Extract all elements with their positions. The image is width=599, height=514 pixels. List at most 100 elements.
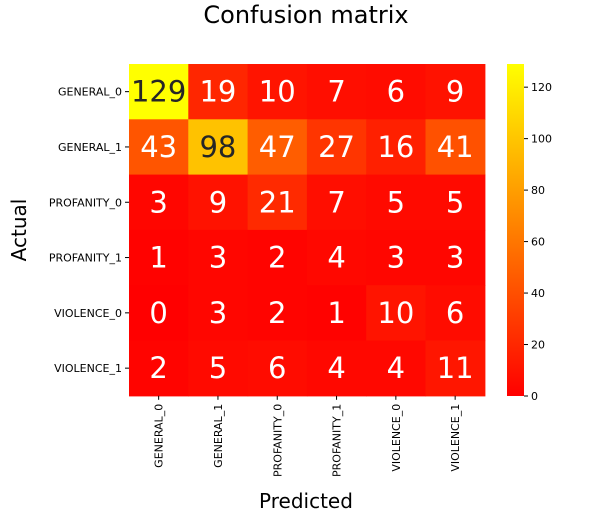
heatmap-cell xyxy=(129,285,189,342)
x-tick-label: PROFANITY_0 xyxy=(271,404,284,477)
heatmap-cell xyxy=(247,229,308,286)
cell-value-label: 7 xyxy=(327,75,345,109)
heatmap-cell xyxy=(306,229,367,286)
cell-value-label: 9 xyxy=(446,75,464,109)
colorbar: 0 20 40 60 80 100 120 xyxy=(507,64,552,403)
cell-value-label: 11 xyxy=(437,351,474,385)
heatmap-cell xyxy=(306,285,367,342)
x-tick-label: VIOLENCE_0 xyxy=(390,404,403,472)
heatmap-cell xyxy=(129,174,189,231)
colorbar-tick-label: 80 xyxy=(531,184,545,197)
cell-value-label: 3 xyxy=(387,241,405,275)
y-tick-label: GENERAL_1 xyxy=(58,141,122,154)
heatmap-cell xyxy=(366,119,427,176)
heatmap-cell xyxy=(129,64,189,120)
cell-value-label: 5 xyxy=(209,351,227,385)
colorbar-tick-label: 120 xyxy=(531,81,552,94)
cell-value-label: 41 xyxy=(437,130,474,164)
y-tick-label: VIOLENCE_1 xyxy=(54,362,122,375)
cell-value-label: 2 xyxy=(149,351,167,385)
cell-value-label: 4 xyxy=(327,241,345,275)
x-tick-label: GENERAL_1 xyxy=(212,404,225,468)
colorbar-tick-label: 100 xyxy=(531,133,552,146)
cell-value-label: 3 xyxy=(446,241,464,275)
heatmap-cell xyxy=(306,340,367,397)
cell-value-label: 5 xyxy=(387,185,405,219)
y-tick-label: GENERAL_0 xyxy=(58,86,122,99)
cell-value-label: 3 xyxy=(149,185,167,219)
heatmap-cell xyxy=(247,119,308,176)
colorbar-tick-label: 40 xyxy=(531,287,545,300)
cell-value-label: 6 xyxy=(387,75,405,109)
x-tick-label: GENERAL_0 xyxy=(153,404,166,468)
heatmap-cell xyxy=(188,285,249,342)
cell-value-label: 9 xyxy=(209,185,227,219)
cell-value-label: 3 xyxy=(209,241,227,275)
cell-value-label: 1 xyxy=(149,241,167,275)
heatmap-cell xyxy=(425,119,486,176)
cell-value-label: 16 xyxy=(377,130,414,164)
colorbar-tick-label: 60 xyxy=(531,236,545,249)
colorbar-tick-label: 0 xyxy=(531,390,538,403)
heatmap-cell xyxy=(425,174,486,231)
heatmap-cell xyxy=(306,64,367,120)
colorbar-tick-label: 20 xyxy=(531,339,545,352)
cell-value-label: 10 xyxy=(377,296,414,330)
x-tick-label: PROFANITY_1 xyxy=(331,404,344,477)
cell-value-label: 1 xyxy=(327,296,345,330)
y-tick-label: PROFANITY_0 xyxy=(49,196,122,209)
heatmap-cell xyxy=(366,285,427,342)
x-axis-label: Predicted xyxy=(259,489,353,513)
cell-value-label: 2 xyxy=(268,241,286,275)
y-tick-label: VIOLENCE_0 xyxy=(54,307,122,320)
heatmap-cell xyxy=(247,64,308,120)
cell-value-label: 5 xyxy=(446,185,464,219)
heatmap-cell xyxy=(129,340,189,397)
y-axis-label: Actual xyxy=(7,199,31,262)
y-tick-label: PROFANITY_1 xyxy=(49,252,122,265)
heatmap-cell xyxy=(188,229,249,286)
heatmap-cell xyxy=(188,174,249,231)
cell-value-label: 6 xyxy=(446,296,464,330)
colorbar-gradient xyxy=(507,64,524,396)
cell-value-label: 21 xyxy=(259,185,296,219)
cell-value-label: 3 xyxy=(209,296,227,330)
cell-value-label: 27 xyxy=(318,130,355,164)
heatmap-cell xyxy=(425,64,486,120)
cell-value-label: 4 xyxy=(327,351,345,385)
cell-value-label: 19 xyxy=(199,75,236,109)
heatmap-cell xyxy=(129,229,189,286)
cell-value-label: 98 xyxy=(199,130,236,164)
heatmap-cell xyxy=(425,229,486,286)
heatmap-cell xyxy=(247,174,308,231)
heatmap-cell xyxy=(188,340,249,397)
y-tick-labels: GENERAL_0 GENERAL_1 PROFANITY_0 PROFANITY_1… xyxy=(49,86,129,375)
cell-value-label: 6 xyxy=(268,351,286,385)
heatmap-cell xyxy=(247,340,308,397)
heatmap-cell xyxy=(366,229,427,286)
heatmap-cell xyxy=(188,119,249,176)
heatmap-cell xyxy=(425,340,486,397)
cell-value-label: 4 xyxy=(387,351,405,385)
heatmap-cells: 129 19 10 7 6 943 98 47 27 16 413 9 21 7 5 51 3 2 4 3 30 3 2 1 1… xyxy=(129,64,486,397)
heatmap-cell xyxy=(366,340,427,397)
heatmap-cell xyxy=(306,119,367,176)
heatmap-cell xyxy=(366,174,427,231)
heatmap-cell xyxy=(188,64,249,120)
chart-title: Confusion matrix xyxy=(203,1,408,29)
cell-value-label: 10 xyxy=(259,75,296,109)
cell-value-label: 2 xyxy=(268,296,286,330)
cell-value-label: 0 xyxy=(149,296,167,330)
heatmap-cell xyxy=(247,285,308,342)
x-tick-labels: GENERAL_0 GENERAL_1 PROFANITY_0 PROFANITY_1… xyxy=(153,395,462,477)
heatmap-cell xyxy=(129,119,189,176)
cell-value-label: 47 xyxy=(259,130,296,164)
cell-value-label: 7 xyxy=(327,185,345,219)
cell-value-label: 43 xyxy=(140,130,177,164)
heatmap-cell xyxy=(425,285,486,342)
heatmap-cell xyxy=(306,174,367,231)
x-tick-label: VIOLENCE_1 xyxy=(449,404,462,472)
heatmap-cell xyxy=(366,64,427,120)
cell-value-label: 129 xyxy=(131,75,186,109)
